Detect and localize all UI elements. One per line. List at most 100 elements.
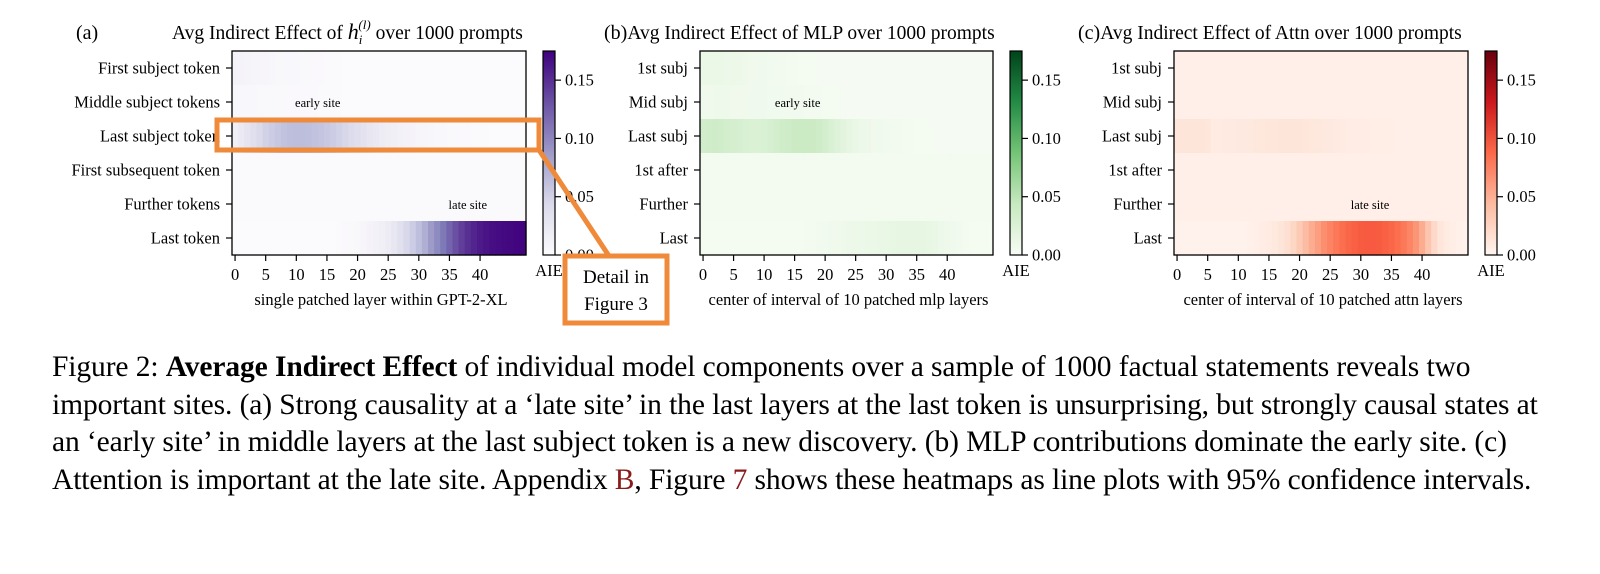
heatmap-cells — [1174, 51, 1469, 256]
heatmap-cell — [980, 85, 988, 120]
row-label: First subject token — [98, 59, 220, 78]
heatmap-cell — [809, 85, 817, 120]
heatmap-cell — [1382, 221, 1389, 256]
heatmap-cell — [434, 119, 441, 154]
callout-line-2: Figure 3 — [584, 294, 648, 315]
heatmap-cell — [1412, 221, 1420, 256]
heatmap-cell — [931, 153, 939, 188]
appendix-link[interactable]: B — [614, 463, 635, 496]
heatmap-cell — [440, 51, 447, 86]
heatmap-cell — [736, 153, 744, 188]
heatmap-cell — [1443, 153, 1451, 188]
heatmap-cell — [1235, 187, 1242, 222]
heatmap-cell — [477, 187, 484, 222]
panel-title-text: Avg Indirect Effect of Attn over 1000 pr… — [1100, 23, 1462, 44]
heatmap-cell — [458, 119, 466, 154]
heatmap-cell — [944, 85, 951, 120]
heatmap-cell — [791, 153, 799, 188]
heatmap-cell — [1314, 119, 1322, 154]
heatmap-cell — [736, 119, 744, 154]
heatmap-cell — [1198, 119, 1206, 154]
heatmap-cell — [1314, 221, 1322, 256]
heatmap-cell — [354, 119, 362, 154]
heatmap-cell — [1443, 85, 1451, 120]
heatmap-cell — [470, 51, 478, 86]
heatmap-cell — [262, 85, 270, 120]
heatmap-cell — [773, 153, 780, 188]
heatmap-cell — [864, 51, 872, 86]
heatmap-cell — [470, 153, 478, 188]
heatmap-cell — [385, 51, 392, 86]
callout-line-1: Detail in — [583, 267, 649, 288]
heatmap-cell — [895, 187, 903, 222]
heatmap-cell — [974, 51, 982, 86]
heatmap-cell — [736, 51, 744, 86]
heatmap-cell — [938, 85, 945, 120]
heatmap-cell — [761, 221, 768, 256]
heatmap-cell — [907, 153, 915, 188]
heatmap-cell — [1229, 51, 1236, 86]
heatmap-cell — [1204, 187, 1212, 222]
heatmap-cell — [458, 153, 466, 188]
heatmap-cell — [1247, 221, 1255, 256]
heatmap-cell — [287, 153, 294, 188]
heatmap-cell — [470, 221, 478, 256]
heatmap-cell — [507, 51, 515, 86]
heatmap-cell — [317, 153, 325, 188]
heatmap-cell — [1406, 119, 1414, 154]
heatmap-cell — [519, 51, 527, 86]
heatmap-cell — [1308, 187, 1316, 222]
heatmap-cell — [1455, 119, 1463, 154]
heatmap-cell — [809, 119, 817, 154]
heatmap-cell — [761, 119, 768, 154]
heatmap-cell — [828, 221, 835, 256]
heatmap-cell — [299, 119, 307, 154]
heatmap-cell — [718, 187, 726, 222]
heatmap-cell — [1272, 85, 1279, 120]
heatmap-cell — [268, 119, 276, 154]
heatmap-cell — [238, 85, 245, 120]
heatmap-cell — [293, 221, 300, 256]
figure-link[interactable]: 7 — [732, 463, 748, 496]
heatmap-cell — [1406, 85, 1414, 120]
x-tick-label: 25 — [1322, 265, 1339, 284]
heatmap-cell — [372, 85, 380, 120]
heatmap-cell — [348, 85, 356, 120]
heatmap-cell — [336, 119, 343, 154]
heatmap-cell — [464, 221, 472, 256]
heatmap-cell — [748, 85, 756, 120]
heatmap-cell — [986, 85, 994, 120]
heatmap-cell — [828, 153, 835, 188]
heatmap-cell — [238, 187, 245, 222]
heatmap-cell — [1339, 85, 1347, 120]
heatmap-cell — [1419, 85, 1426, 120]
heatmap-cell — [1321, 51, 1328, 86]
heatmap-cell — [360, 119, 368, 154]
heatmap-cell — [919, 119, 927, 154]
heatmap-cell — [1394, 221, 1402, 256]
heatmap-cell — [1210, 85, 1218, 120]
heatmap-cell — [372, 187, 380, 222]
heatmap-cell — [330, 187, 337, 222]
heatmap-cell — [1216, 119, 1224, 154]
heatmap-cell — [409, 221, 417, 256]
heatmap-cell — [1180, 187, 1187, 222]
panel-label: (c) — [1078, 22, 1100, 44]
heatmap-cell — [232, 119, 239, 154]
heatmap-cell — [434, 187, 441, 222]
caption-text-2: , Figure — [634, 463, 733, 496]
heatmap-cell — [244, 85, 251, 120]
heatmap-cell — [779, 153, 787, 188]
heatmap-cell — [1425, 221, 1432, 256]
heatmap-cell — [1290, 51, 1298, 86]
heatmap-cell — [268, 153, 276, 188]
heatmap-cell — [428, 85, 435, 120]
heatmap-cell — [1461, 187, 1469, 222]
heatmap-cell — [767, 221, 774, 256]
heatmap-cell — [1425, 85, 1432, 120]
heatmap-cell — [305, 51, 313, 86]
heatmap-cell — [489, 187, 496, 222]
heatmap-cell — [883, 85, 890, 120]
heatmap-cell — [834, 119, 841, 154]
heatmap-cell — [305, 153, 313, 188]
